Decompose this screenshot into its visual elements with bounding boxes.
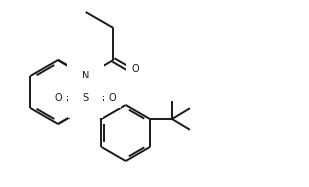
Text: N: N	[82, 71, 89, 81]
Text: O: O	[109, 93, 116, 103]
Text: NH: NH	[79, 71, 92, 80]
Text: O: O	[55, 93, 62, 103]
Text: O: O	[131, 64, 139, 74]
Text: S: S	[83, 93, 89, 103]
